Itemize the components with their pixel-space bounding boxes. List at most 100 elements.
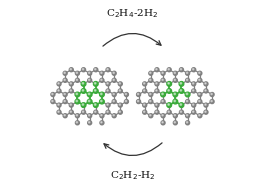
Circle shape (94, 90, 96, 91)
Circle shape (167, 68, 171, 72)
Circle shape (173, 99, 178, 104)
Circle shape (192, 68, 196, 72)
Circle shape (156, 90, 157, 91)
Circle shape (106, 89, 110, 93)
Circle shape (192, 89, 196, 93)
Circle shape (204, 82, 208, 86)
Circle shape (52, 100, 53, 102)
Circle shape (75, 92, 80, 97)
Circle shape (173, 114, 177, 118)
Circle shape (58, 111, 59, 112)
Circle shape (155, 82, 159, 86)
Circle shape (58, 83, 59, 84)
Circle shape (89, 122, 90, 123)
Circle shape (88, 78, 92, 82)
Circle shape (88, 100, 90, 102)
Circle shape (149, 114, 153, 118)
Circle shape (187, 115, 188, 116)
Circle shape (69, 82, 73, 86)
Circle shape (118, 110, 122, 114)
Circle shape (162, 100, 163, 102)
Circle shape (150, 115, 151, 116)
Circle shape (88, 93, 90, 95)
Circle shape (186, 93, 188, 95)
Circle shape (94, 103, 98, 108)
Circle shape (57, 110, 61, 114)
Circle shape (64, 79, 65, 81)
Circle shape (112, 71, 116, 75)
Circle shape (173, 121, 177, 125)
Circle shape (162, 122, 163, 123)
Circle shape (150, 100, 151, 102)
Circle shape (149, 100, 153, 104)
Circle shape (193, 104, 194, 105)
Circle shape (82, 83, 84, 84)
Circle shape (76, 115, 78, 116)
Circle shape (149, 93, 153, 96)
Circle shape (156, 111, 157, 112)
Circle shape (144, 104, 145, 105)
Circle shape (205, 111, 206, 112)
Circle shape (76, 71, 80, 75)
Circle shape (173, 92, 178, 97)
Circle shape (185, 92, 190, 97)
Circle shape (144, 90, 145, 91)
Circle shape (179, 68, 183, 72)
Circle shape (119, 111, 121, 112)
Circle shape (76, 100, 78, 102)
Circle shape (107, 83, 108, 84)
Circle shape (63, 114, 67, 118)
Circle shape (143, 103, 147, 107)
Circle shape (193, 83, 194, 84)
Circle shape (205, 104, 206, 105)
Circle shape (70, 90, 72, 91)
Text: C$_2$H$_2$-H$_2$: C$_2$H$_2$-H$_2$ (110, 169, 155, 182)
Circle shape (174, 115, 175, 116)
Circle shape (51, 93, 55, 96)
Circle shape (58, 104, 59, 105)
Circle shape (101, 122, 102, 123)
Circle shape (69, 110, 73, 114)
Circle shape (81, 89, 86, 93)
Circle shape (193, 69, 194, 70)
Circle shape (100, 121, 104, 125)
Circle shape (179, 110, 183, 114)
Circle shape (136, 93, 140, 96)
Circle shape (118, 89, 122, 93)
Circle shape (70, 83, 72, 84)
Circle shape (119, 83, 121, 84)
Circle shape (69, 103, 73, 107)
Circle shape (143, 89, 147, 93)
Circle shape (156, 104, 157, 105)
Circle shape (76, 114, 80, 118)
Circle shape (211, 100, 212, 102)
Circle shape (155, 110, 159, 114)
Circle shape (161, 114, 165, 118)
Circle shape (199, 79, 200, 81)
Circle shape (199, 115, 200, 116)
Circle shape (82, 69, 84, 70)
Circle shape (125, 93, 129, 96)
Circle shape (100, 114, 104, 118)
Circle shape (112, 78, 116, 82)
Circle shape (101, 79, 102, 81)
Circle shape (89, 115, 90, 116)
Circle shape (76, 72, 78, 73)
Circle shape (58, 90, 59, 91)
Circle shape (63, 78, 67, 82)
Circle shape (106, 68, 110, 72)
Circle shape (144, 111, 145, 112)
Circle shape (193, 90, 194, 91)
Circle shape (94, 89, 98, 93)
Circle shape (174, 93, 175, 95)
Circle shape (52, 93, 53, 95)
Circle shape (174, 72, 175, 73)
Circle shape (57, 103, 61, 107)
Circle shape (180, 104, 182, 105)
Circle shape (179, 89, 184, 93)
Circle shape (210, 100, 214, 104)
Circle shape (180, 69, 182, 70)
Circle shape (100, 99, 104, 104)
Circle shape (173, 78, 177, 82)
Circle shape (76, 93, 78, 95)
